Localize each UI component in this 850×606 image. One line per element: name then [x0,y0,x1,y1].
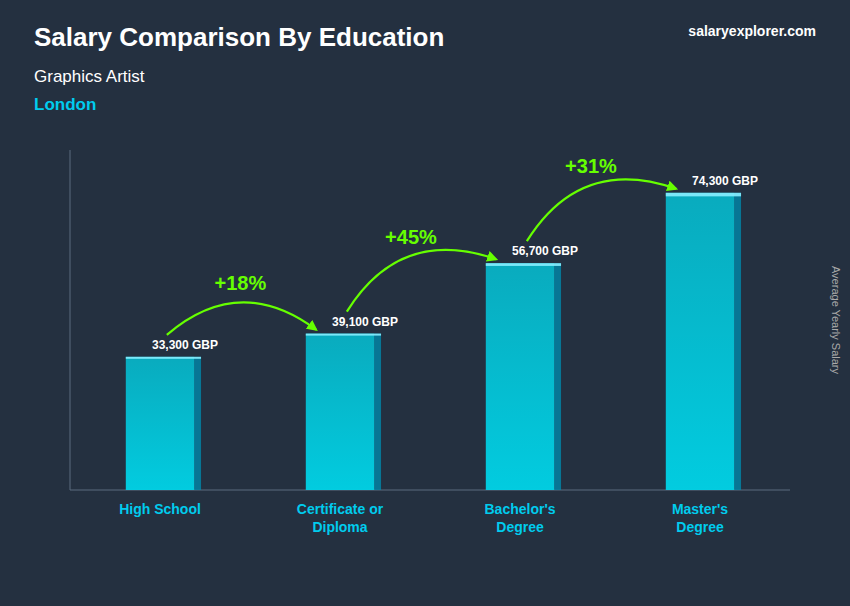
bars [126,193,741,490]
category-label: Certificate orDiploma [297,501,384,535]
bar-side [374,334,381,490]
data-label: 39,100 GBP [332,315,398,329]
annotation: +45% [385,226,437,248]
bar-side [734,193,741,490]
title: Salary Comparison By Education [34,22,444,52]
data-label: 74,300 GBP [692,174,758,188]
y-axis-line [70,150,71,490]
background [0,0,850,606]
category-label: Bachelor'sDegree [484,501,555,535]
bar [666,193,734,490]
bar-side [554,263,561,490]
arrow [527,179,676,241]
annotation: +31% [565,155,617,177]
category-label: Master'sDegree [672,501,728,535]
category-label: High School [119,501,201,517]
arrow [167,302,316,335]
bar-top [126,357,201,359]
subtitle: Graphics Artist [34,67,145,86]
bar-top [486,263,561,266]
brand: salaryexplorer.com [688,23,816,39]
bar [486,263,554,490]
bar [306,334,374,490]
data-label: 56,700 GBP [512,244,578,258]
bar [126,357,194,490]
chart: Salary Comparison By Education Graphics A… [0,0,850,606]
location: London [34,95,96,114]
data-label: 33,300 GBP [152,338,218,352]
annotation: +18% [215,272,267,294]
arrow [347,250,496,312]
y-axis-label: Average Yearly Salary [830,266,842,375]
bar-top [306,334,381,336]
bar-top [666,193,741,197]
bar-side [194,357,201,490]
